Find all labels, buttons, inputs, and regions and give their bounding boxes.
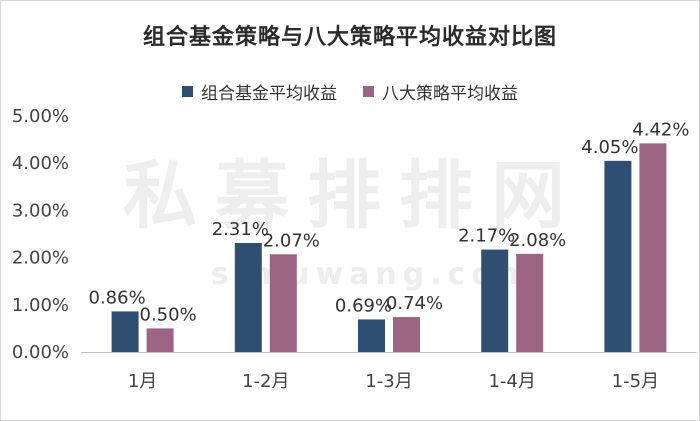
chart-title: 组合基金策略与八大策略平均收益对比图 <box>142 25 557 50</box>
data-label-series1: 0.69% <box>335 295 392 316</box>
legend-item-series1: 组合基金平均收益 <box>182 79 337 104</box>
data-label-series1: 2.31% <box>212 219 269 240</box>
bar-series2 <box>393 317 420 352</box>
bar-series2 <box>269 254 297 352</box>
y-tick-label: 2.00% <box>12 248 69 269</box>
x-tick-label: 1-2月 <box>242 371 289 392</box>
chart-legend: 组合基金平均收益 八大策略平均收益 <box>1 79 699 104</box>
bar-series1 <box>358 319 385 352</box>
legend-label-series2: 八大策略平均收益 <box>382 84 518 104</box>
x-tick-label: 1-5月 <box>612 371 659 392</box>
legend-swatch-series2 <box>363 86 374 97</box>
bar-series1 <box>234 242 262 352</box>
data-label-series1: 2.17% <box>458 226 515 247</box>
legend-label-series1: 组合基金平均收益 <box>201 84 337 104</box>
data-label-series2: 0.50% <box>140 304 197 325</box>
x-tick-label: 1-3月 <box>365 371 412 392</box>
bar-series2 <box>516 253 544 352</box>
data-label-series2: 2.07% <box>263 230 320 251</box>
bar-series1 <box>604 160 632 352</box>
bar-series1 <box>111 311 139 352</box>
y-tick-label: 4.00% <box>12 153 69 174</box>
legend-item-series2: 八大策略平均收益 <box>363 79 518 104</box>
bar-series2 <box>639 143 667 352</box>
data-label-series2: 0.74% <box>386 293 443 314</box>
y-tick-label: 0.00% <box>12 342 69 363</box>
watermark-text: 私募排排网 <box>123 153 583 239</box>
x-tick-label: 1-4月 <box>488 371 535 392</box>
watermark-url: simuwang.com <box>211 257 536 292</box>
data-label-series1: 0.86% <box>89 287 146 308</box>
y-tick-label: 3.00% <box>12 200 69 221</box>
legend-swatch-series1 <box>182 86 193 97</box>
bar-series1 <box>481 249 509 352</box>
data-label-series2: 2.08% <box>509 230 566 251</box>
data-label-series1: 4.05% <box>581 137 638 158</box>
y-tick-label: 1.00% <box>12 295 69 316</box>
data-label-series2: 4.42% <box>632 119 689 140</box>
bar-series2 <box>146 328 174 352</box>
y-tick-label: 5.00% <box>12 106 69 127</box>
x-tick-label: 1月 <box>128 371 157 392</box>
